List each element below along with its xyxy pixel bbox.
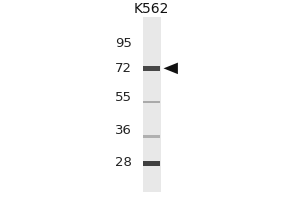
Text: 95: 95 — [115, 37, 132, 50]
Text: 55: 55 — [115, 91, 132, 104]
Text: K562: K562 — [134, 2, 169, 16]
Text: 36: 36 — [115, 124, 132, 137]
Bar — [142, 101, 160, 103]
Text: 28: 28 — [115, 156, 132, 169]
Text: 72: 72 — [115, 62, 132, 75]
Bar — [142, 66, 160, 71]
Bar — [142, 17, 160, 192]
Bar — [142, 161, 160, 166]
Polygon shape — [164, 63, 178, 74]
Bar — [142, 135, 160, 138]
